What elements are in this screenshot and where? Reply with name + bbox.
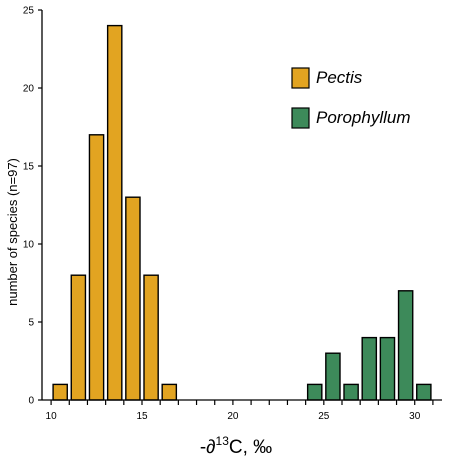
x-axis-label-superscript: 13 xyxy=(216,434,230,448)
x-tick-label: 20 xyxy=(227,411,239,422)
y-tick-label: 20 xyxy=(23,84,35,95)
axes-group xyxy=(41,10,442,401)
bar-porophyllum-27.5 xyxy=(361,336,378,401)
bar-porophyllum-24.5 xyxy=(306,383,323,401)
bar-porophyllum-25.5 xyxy=(325,352,341,401)
bar-pectis-16.5 xyxy=(161,383,178,401)
x-tick-label: 25 xyxy=(318,411,330,422)
bar-pectis-10.5 xyxy=(52,383,68,401)
legend-swatch-porophyllum xyxy=(291,107,310,129)
ticks-group: 0 5 10 15 20 25 10 15 20 25 30 xyxy=(23,6,434,422)
y-axis-label: number of species (n=97) xyxy=(5,158,20,306)
bar-porophyllum-30.5 xyxy=(416,383,432,401)
x-tick-label: 30 xyxy=(409,411,421,422)
legend-label-pectis: Pectis xyxy=(316,68,363,87)
bar-porophyllum-28.5 xyxy=(379,336,396,401)
y-tick-label: 10 xyxy=(23,240,35,251)
x-axis-label-suffix: C, ‰ xyxy=(229,437,272,458)
bar-porophyllum-29.5 xyxy=(397,290,414,401)
y-tick-label: 5 xyxy=(28,318,34,329)
x-axis-label-prefix: -∂ xyxy=(200,437,216,458)
bar-porophyllum-26.5 xyxy=(343,383,359,401)
legend-label-porophyllum: Porophyllum xyxy=(316,108,411,127)
bar-pectis-14.5 xyxy=(125,196,141,401)
x-tick-label: 10 xyxy=(46,411,58,422)
y-tick-label: 15 xyxy=(23,162,35,173)
bar-pectis-11.5 xyxy=(70,274,87,401)
x-axis-label: -∂13C, ‰ xyxy=(200,434,272,458)
bars-group xyxy=(52,24,432,401)
bar-pectis-13.5 xyxy=(106,24,123,401)
bar-pectis-12.5 xyxy=(88,134,105,401)
x-tick-label: 15 xyxy=(136,411,148,422)
bar-pectis-15.5 xyxy=(143,274,159,401)
y-tick-label: 25 xyxy=(23,6,35,17)
legend: Pectis Porophyllum xyxy=(291,67,411,129)
y-tick-label: 0 xyxy=(28,396,34,407)
legend-swatch-pectis xyxy=(291,67,310,89)
